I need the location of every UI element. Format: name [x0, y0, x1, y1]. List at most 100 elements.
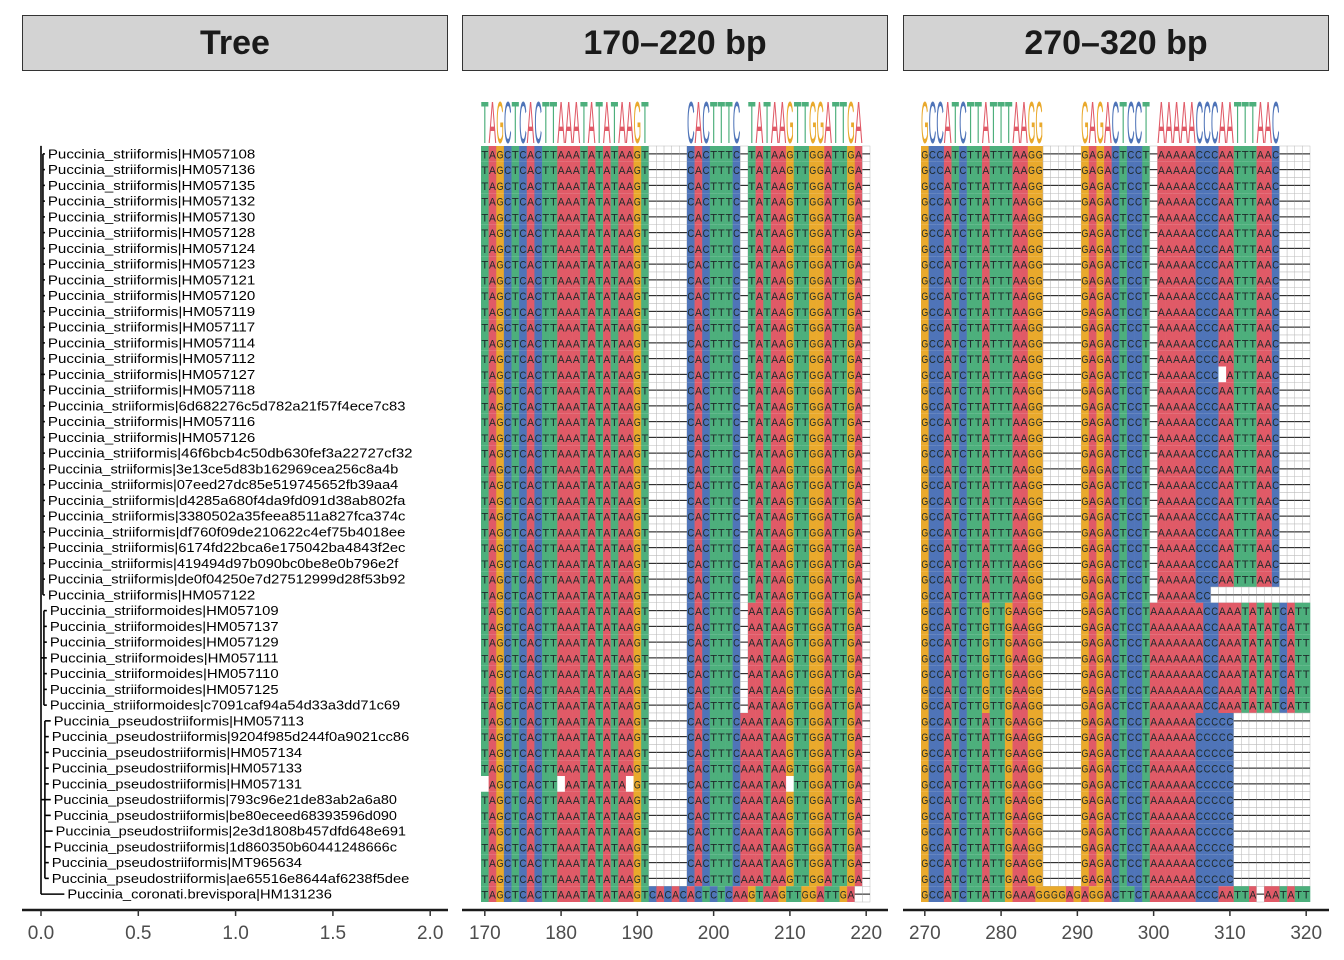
residue-letter: A	[489, 228, 496, 240]
residue-cell	[808, 193, 817, 209]
residue-letter: A	[603, 685, 610, 697]
residue-letter: T	[718, 890, 725, 902]
residue-letter: A	[588, 874, 595, 886]
residue-letter: A	[573, 590, 580, 602]
residue-letter: G	[634, 858, 641, 870]
residue-letter: T	[748, 275, 755, 287]
residue-letter: C	[687, 638, 694, 650]
residue-cell	[778, 335, 787, 351]
residue-letter: C	[504, 653, 511, 665]
residue-letter: C	[733, 338, 740, 350]
residue-letter: C	[733, 512, 740, 524]
residue-letter: G	[497, 795, 504, 807]
residue-letter: T	[611, 779, 618, 791]
residue-letter: T	[832, 590, 839, 602]
residue-letter: C	[520, 685, 527, 697]
residue-letter: A	[489, 575, 496, 587]
residue-letter: G	[634, 512, 641, 524]
residue-letter: T	[596, 181, 603, 193]
residue-letter: A	[626, 401, 633, 413]
residue-letter: C	[504, 858, 511, 870]
residue-cell	[747, 382, 756, 398]
residue-letter: G	[847, 669, 854, 681]
residue-letter: T	[718, 858, 725, 870]
residue-letter: A	[573, 496, 580, 508]
residue-cell	[610, 413, 619, 430]
residue-letter: G	[497, 764, 504, 776]
residue-cell	[801, 476, 810, 493]
residue-cell	[808, 303, 817, 320]
residue-letter: T	[725, 606, 732, 618]
residue-letter: A	[573, 275, 580, 287]
residue-letter: A	[527, 638, 534, 650]
residue-letter: T	[542, 338, 549, 350]
residue-letter: A	[527, 417, 534, 429]
residue-letter: A	[573, 512, 580, 524]
residue-letter: T	[581, 212, 588, 224]
residue-letter: T	[542, 748, 549, 760]
residue-letter: T	[550, 795, 557, 807]
residue-letter: T	[794, 748, 801, 760]
residue-letter: T	[581, 480, 588, 492]
residue-cell	[801, 445, 810, 461]
residue-letter: T	[794, 496, 801, 508]
residue-cell	[854, 240, 863, 257]
residue-cell	[732, 209, 741, 225]
residue-letter: A	[527, 370, 534, 382]
residue-cell	[717, 366, 726, 383]
residue-cell	[717, 476, 726, 493]
residue-letter: C	[535, 449, 542, 461]
residue-letter: T	[748, 433, 755, 445]
residue-letter: C	[733, 638, 740, 650]
residue-cell	[603, 256, 611, 272]
residue-letter: T	[481, 197, 488, 209]
residue-letter: C	[687, 401, 694, 413]
residue-letter: A	[779, 858, 786, 870]
residue-letter: T	[748, 370, 755, 382]
residue-letter: T	[748, 496, 755, 508]
residue-cell	[557, 366, 566, 383]
residue-cell	[526, 240, 535, 257]
residue-letter: A	[756, 638, 763, 650]
residue-letter: A	[748, 606, 755, 618]
residue-letter: T	[794, 559, 801, 571]
residue-letter: A	[756, 701, 763, 713]
residue-cell	[717, 287, 726, 304]
residue-letter: A	[695, 291, 702, 303]
residue-letter: A	[626, 638, 633, 650]
residue-cell	[580, 398, 589, 414]
residue-letter: T	[611, 386, 618, 398]
residue-letter: A	[695, 685, 702, 697]
residue-cell	[709, 445, 718, 461]
residue-letter: G	[634, 606, 641, 618]
residue-letter: C	[535, 858, 542, 870]
residue-cell	[709, 366, 718, 383]
residue-cell	[847, 429, 856, 446]
residue-letter: C	[535, 291, 542, 303]
residue-cell	[511, 413, 520, 430]
residue-letter: T	[481, 543, 488, 555]
tree-tip-label: Puccinia_striiformis|HM057116	[48, 414, 255, 429]
residue-letter: A	[603, 512, 610, 524]
residue-letter: T	[840, 401, 847, 413]
residue-cell	[557, 177, 566, 194]
residue-letter: A	[619, 370, 626, 382]
residue-letter: A	[588, 543, 595, 555]
residue-letter: G	[847, 370, 854, 382]
residue-cell	[580, 476, 589, 493]
residue-cell	[709, 177, 718, 194]
residue-letter: A	[771, 622, 778, 634]
residue-cell	[702, 272, 711, 288]
residue-letter: A	[756, 858, 763, 870]
residue-cell	[778, 366, 787, 383]
residue-cell	[633, 193, 642, 209]
residue-letter: T	[581, 165, 588, 177]
residue-letter: T	[611, 244, 618, 256]
residue-letter: T	[581, 401, 588, 413]
residue-cell	[580, 209, 589, 225]
residue-cell	[610, 161, 619, 178]
residue-letter: A	[756, 417, 763, 429]
residue-letter: G	[634, 433, 641, 445]
residue-cell	[778, 193, 787, 209]
residue-letter: T	[840, 732, 847, 744]
